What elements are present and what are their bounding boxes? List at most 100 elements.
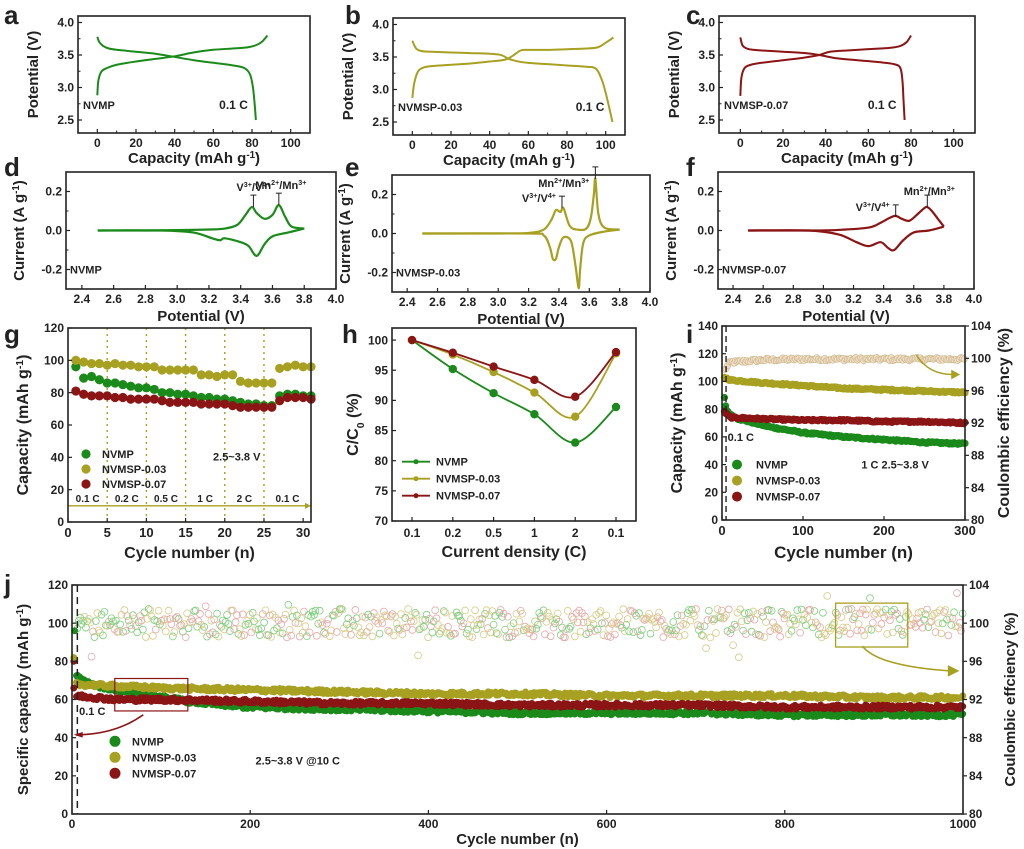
ce-point [672, 626, 680, 635]
data-point-nvmsp-0.07 [212, 399, 222, 409]
y-tick-label: 120 [48, 578, 68, 592]
x-tick-label: 3.4 [232, 292, 249, 306]
legend-marker [109, 735, 121, 747]
ce-point [120, 606, 129, 614]
data-point-nvmsp-0.07 [71, 386, 81, 396]
legend-label: NVMSP-0.07 [756, 492, 820, 504]
data-point-nvmp [141, 383, 151, 393]
ce-point [830, 619, 839, 627]
ce-point [709, 617, 717, 625]
ce-point [301, 622, 310, 630]
ce-point [836, 626, 844, 635]
rate-label: 0.1 C [219, 98, 248, 112]
ce-point [382, 612, 391, 620]
data-point-nvmsp-0.07 [489, 362, 498, 371]
y-tick-label: 0.2 [371, 188, 388, 202]
ce-point [863, 605, 871, 614]
ce-point [127, 625, 136, 633]
x-tick-label: 15 [178, 525, 192, 540]
data-point-nvmsp-0.03 [188, 365, 199, 375]
x-tick-label: 0 [737, 136, 744, 150]
ce-point [474, 621, 482, 629]
ce-point [144, 605, 153, 613]
ce-point [90, 633, 99, 641]
ce-point [623, 615, 632, 623]
legend-label: NVMP [102, 449, 134, 461]
ce-point [680, 631, 689, 639]
y-tick-label: 0.0 [371, 227, 388, 241]
discharge-curve [739, 37, 906, 121]
y2-axis-label: Coulombic efficiency (%) [996, 328, 1013, 518]
data-point-nvmsp-0.07 [79, 389, 89, 399]
ce-point [248, 608, 257, 617]
data-point-nvmp [530, 410, 539, 419]
ce-point [352, 614, 361, 623]
ce-point [931, 628, 940, 636]
y2-tick-label: 80 [969, 807, 983, 821]
ce-point [586, 624, 595, 632]
ce-point [79, 616, 87, 625]
ce-point [874, 624, 883, 633]
rate-segment-label: 1 C [197, 494, 213, 505]
ce-point [457, 617, 465, 625]
ce-point [390, 631, 398, 640]
ce-point [546, 632, 555, 641]
data-point-nvmp [94, 375, 104, 385]
ce-point [553, 609, 562, 618]
ce-point [318, 621, 327, 629]
ce-point [431, 606, 439, 615]
ce-point [861, 610, 870, 619]
ce-point [602, 611, 611, 620]
ce-point [400, 624, 408, 632]
ce-point [181, 633, 190, 642]
x-tick-label: 20 [776, 136, 790, 150]
ce-point [311, 606, 320, 615]
ce-point [231, 618, 240, 626]
data-point-nvmsp-0.07 [290, 392, 300, 403]
peak-annotation: V3+/V4+ [236, 181, 270, 194]
ce-point [305, 628, 314, 637]
cathodic-scan [748, 225, 945, 252]
x-tick-label: 20 [444, 138, 458, 152]
ce-point [467, 615, 475, 623]
ce-point [123, 612, 132, 620]
ce-point [129, 611, 137, 620]
ce-point [881, 605, 890, 614]
x-tick-label: 100 [596, 138, 616, 152]
ce-point [154, 606, 163, 615]
ce-point [96, 628, 104, 637]
ce-point [424, 633, 432, 642]
ce-point [341, 630, 350, 638]
ce-point [635, 609, 643, 617]
ce-point [603, 632, 612, 641]
ce-point [459, 619, 468, 627]
ce-point [720, 613, 729, 622]
data-point-nvmsp-0.03 [94, 358, 104, 369]
ce-point [184, 624, 193, 633]
sample-label: NVMSP-0.07 [722, 265, 786, 277]
legend-marker [109, 751, 121, 763]
ce-point [699, 632, 707, 640]
sample-label: NVMSP-0.03 [398, 102, 462, 114]
x-tick-label: 2.8 [785, 292, 802, 306]
ce-point [323, 619, 331, 628]
ce-point [297, 614, 305, 623]
ce-point [850, 613, 859, 621]
data-point-nvmsp-0.03 [157, 365, 167, 375]
legend-label: NVMSP-0.07 [436, 491, 500, 503]
ce-point [327, 626, 335, 635]
data-point-nvmp [571, 438, 580, 447]
ce-point [585, 628, 593, 637]
ce-point [515, 617, 524, 626]
panel-a: a 0 20 40 60 80 100 2.5 3.0 3.5 4.0 Capacity (mAh g… [4, 0, 311, 167]
x-tick-label: 4.0 [642, 295, 659, 309]
panel-label-j: j [3, 569, 11, 599]
retention-line [411, 339, 617, 399]
ce-point [97, 610, 106, 619]
ce-point [173, 612, 181, 621]
ce-point [960, 355, 968, 363]
x-tick-label: 40 [819, 136, 833, 150]
ce-point [502, 633, 511, 642]
ce-point [955, 618, 964, 627]
ce-point [726, 629, 735, 638]
